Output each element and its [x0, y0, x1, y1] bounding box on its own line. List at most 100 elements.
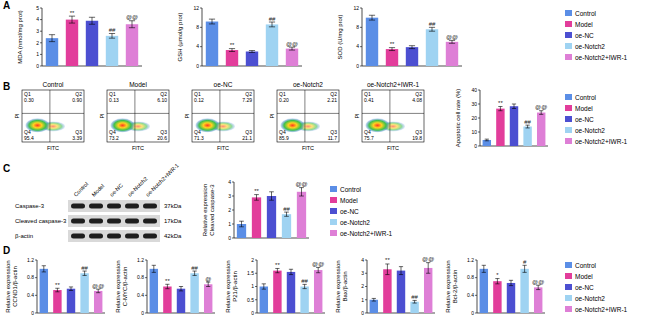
error-bar — [399, 267, 403, 275]
blot-membrane — [68, 200, 160, 212]
error-bar — [152, 265, 156, 272]
error-bar — [109, 34, 115, 39]
y-tick — [475, 313, 477, 314]
row-size: 17kDa — [164, 218, 182, 224]
error-bar — [192, 271, 196, 275]
y-tick — [232, 196, 234, 197]
blot-membrane — [68, 230, 160, 242]
y-tick-label: 3 — [36, 28, 39, 34]
flow-x-label: FITC — [387, 145, 399, 151]
significance: ## — [269, 16, 276, 22]
bar — [266, 24, 278, 66]
y-tick — [475, 295, 477, 296]
error-bar — [522, 265, 526, 272]
legend-swatch — [330, 186, 337, 192]
y-tick — [478, 132, 480, 133]
y-tick — [200, 46, 202, 47]
y-tick-label: 0.4 — [27, 292, 34, 298]
y-tick-label: 0.8 — [27, 274, 34, 280]
y-axis-label-line: Relative expression — [445, 260, 451, 312]
y-tick — [255, 299, 257, 300]
error-bar — [96, 289, 100, 293]
error-bar — [509, 280, 513, 285]
y-tick — [360, 27, 362, 28]
y-axis-label-line: CCND1/β-actin — [12, 266, 18, 306]
y-axis-label-line: Relative expression — [335, 260, 341, 312]
y-tick — [365, 273, 367, 274]
gate-line — [304, 90, 305, 142]
y-tick-label: 2 — [228, 207, 231, 213]
legend-swatch — [565, 127, 572, 133]
significance: @@ — [312, 261, 324, 267]
gate-line — [277, 113, 339, 114]
bar — [273, 271, 281, 313]
bar — [483, 140, 491, 146]
y-axis-label-line: Cleaved caspase-3 — [209, 184, 215, 236]
bar — [177, 289, 185, 313]
legend-swatch — [565, 262, 572, 268]
error-bar — [206, 282, 210, 286]
bar — [106, 36, 118, 66]
bar — [226, 50, 238, 66]
y-tick — [35, 313, 37, 314]
error-bar — [262, 284, 266, 289]
quadrant-value: 0.41 — [364, 97, 374, 103]
flow-frame — [22, 90, 84, 142]
blot-band — [107, 219, 121, 224]
error-bar — [82, 271, 86, 275]
y-tick — [255, 286, 257, 287]
y-tick-label: 2 — [361, 283, 364, 289]
y-tick — [360, 8, 362, 9]
y-tick — [40, 31, 42, 32]
y-tick-label: 0.5 — [247, 297, 254, 303]
significance: @@ — [535, 104, 547, 110]
error-bar — [449, 40, 455, 43]
significance: ## — [283, 206, 290, 212]
y-tick — [40, 66, 42, 67]
flow-plot: ModelQ10.13Q26.10Q320.6Q473.2PIFITC — [99, 81, 169, 151]
legend-swatch — [330, 230, 337, 236]
bar — [126, 24, 138, 66]
bar — [510, 106, 518, 146]
y-axis-label: SOD (U/mg prot) — [337, 14, 343, 59]
y-tick — [200, 66, 202, 67]
flow-title: oe-NC — [214, 81, 233, 88]
y-tick-label: 0 — [356, 63, 359, 69]
bar — [537, 113, 545, 146]
error-bar — [498, 107, 502, 111]
y-tick — [475, 260, 477, 261]
error-bar — [369, 15, 375, 20]
flow-x-label: FITC — [132, 145, 144, 151]
error-bar — [429, 27, 435, 31]
marks — [46, 16, 138, 66]
flow-frame — [277, 90, 339, 142]
y-tick — [360, 46, 362, 47]
legend-swatch — [565, 295, 572, 301]
bar — [94, 291, 102, 313]
bar — [53, 290, 61, 313]
bar-chart: 00.40.81.2Relative expressionBcl-2/β-act… — [445, 257, 545, 316]
significance: ** — [55, 282, 60, 288]
y-tick — [478, 118, 480, 119]
gate-line — [362, 113, 424, 114]
row-size: 42kDa — [164, 233, 182, 239]
bar-chart: 010203040Apoptotic cell rate (%)**##@@ — [455, 87, 548, 149]
row-size: 37kDa — [164, 203, 182, 209]
y-tick — [200, 8, 202, 9]
panel-label: D — [3, 245, 10, 256]
error-bar — [485, 139, 489, 141]
legend-label: oe-NC — [575, 284, 594, 291]
blot-band — [89, 219, 103, 224]
y-tick-label: 0 — [36, 63, 39, 69]
quadrant-value: 0.20 — [279, 97, 289, 103]
significance: ** — [254, 188, 259, 194]
legend-label: oe-NC — [575, 116, 594, 123]
legend-label: oe-Notch2+IWR-1 — [575, 138, 628, 145]
quadrant-value: 21.1 — [242, 135, 252, 141]
error-bar — [409, 46, 415, 49]
significance: # — [523, 259, 527, 265]
flow-plot: oe-Notch2+IWR-1Q10.41Q24.08Q319.8Q475.7P… — [354, 81, 424, 151]
y-tick-label: 0.8 — [137, 274, 144, 280]
significance: ** — [230, 42, 235, 48]
legend-label: oe-NC — [575, 32, 594, 39]
